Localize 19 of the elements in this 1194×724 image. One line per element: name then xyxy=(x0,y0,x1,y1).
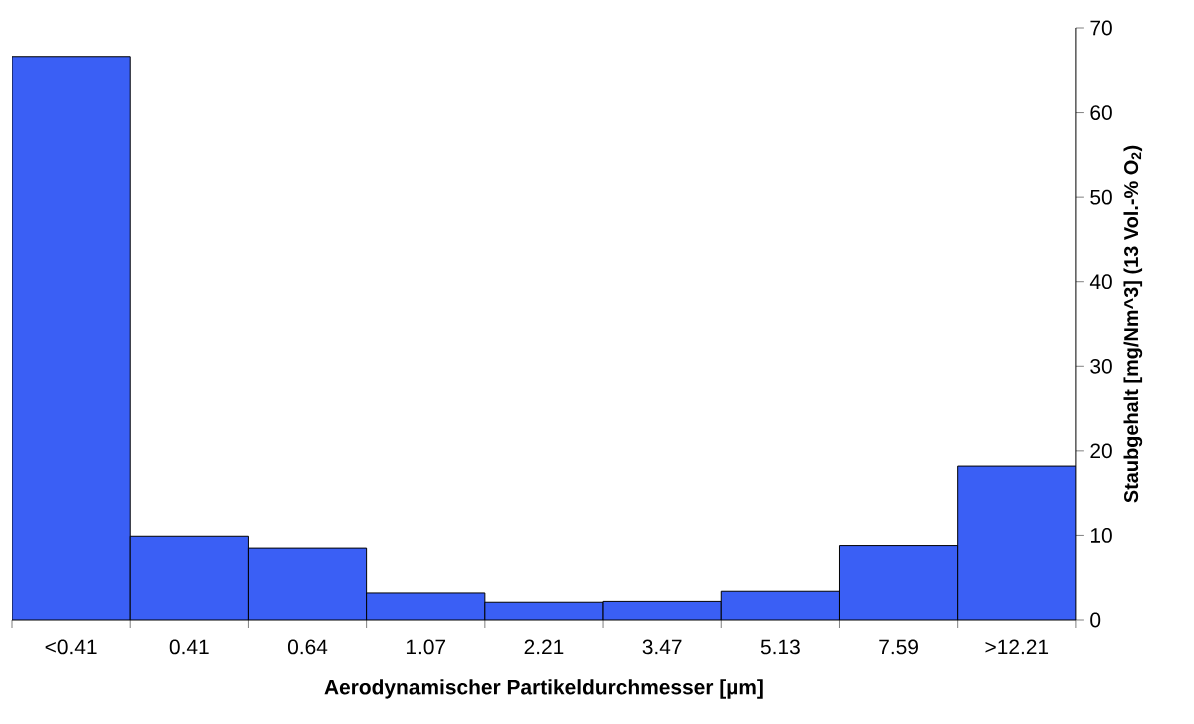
y-tick-label: 10 xyxy=(1091,528,1112,543)
x-tick-label: 3.47 xyxy=(642,639,682,655)
y-tick-label: 50 xyxy=(1090,189,1112,205)
y-axis-title: Staubgehalt [mg/Nm^3] (13 Vol.-% O$_{2}$) xyxy=(1123,145,1143,503)
y-tick-label: 0 xyxy=(1090,612,1101,628)
x-tick-label: 5.13 xyxy=(760,639,800,655)
x-axis-title: Aerodynamischer Partikeldurchmesser [µm] xyxy=(324,679,763,699)
x-tick-label: <0.41 xyxy=(45,639,97,655)
y-tick-label: 60 xyxy=(1090,105,1112,120)
x-tick-label: 2.21 xyxy=(524,639,564,655)
y-tick-label: 20 xyxy=(1090,443,1112,459)
x-tick-label: 0.64 xyxy=(287,639,328,655)
x-tick-label: >12.21 xyxy=(985,639,1049,655)
x-tick-label: 1.07 xyxy=(406,639,446,655)
y-tick-label: 70 xyxy=(1090,20,1112,36)
x-tick-label: 7.59 xyxy=(879,639,918,655)
x-tick-label: 0.41 xyxy=(169,639,209,655)
y-tick-label: 40 xyxy=(1089,274,1112,290)
y-tick-label: 30 xyxy=(1090,358,1112,374)
